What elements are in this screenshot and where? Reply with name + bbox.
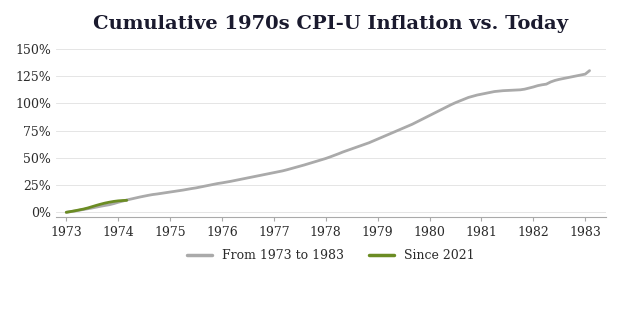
Since 2021: [80, 207, 88, 211]
From 1973 to 1983: [396, 128, 403, 132]
Legend: From 1973 to 1983, Since 2021: From 1973 to 1983, Since 2021: [182, 244, 480, 267]
From 1973 to 1983: [547, 80, 555, 84]
Since 2021: [84, 206, 91, 210]
From 1973 to 1983: [184, 188, 191, 191]
From 1973 to 1983: [586, 69, 593, 72]
Since 2021: [114, 199, 122, 203]
Since 2021: [88, 205, 96, 209]
Since 2021: [97, 202, 104, 206]
From 1973 to 1983: [63, 210, 70, 214]
Since 2021: [119, 199, 126, 202]
From 1973 to 1983: [569, 75, 576, 79]
Since 2021: [67, 210, 75, 214]
Line: From 1973 to 1983: From 1973 to 1983: [66, 71, 589, 212]
From 1973 to 1983: [231, 178, 238, 182]
Title: Cumulative 1970s CPI-U Inflation vs. Today: Cumulative 1970s CPI-U Inflation vs. Tod…: [93, 15, 568, 33]
Since 2021: [63, 210, 70, 214]
Since 2021: [106, 200, 113, 204]
Line: Since 2021: Since 2021: [66, 200, 127, 212]
Since 2021: [101, 201, 109, 205]
From 1973 to 1983: [348, 147, 355, 151]
Since 2021: [93, 203, 100, 207]
Since 2021: [71, 209, 79, 213]
Since 2021: [76, 208, 83, 212]
Since 2021: [123, 198, 130, 202]
Since 2021: [110, 200, 117, 203]
